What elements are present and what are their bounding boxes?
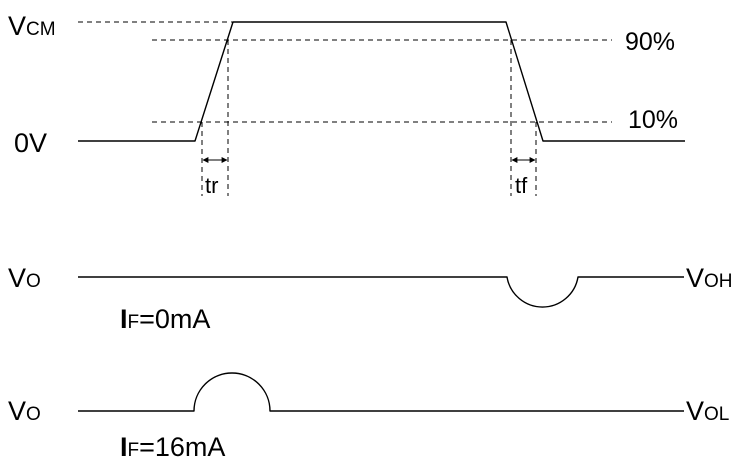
voh-main: V bbox=[686, 263, 704, 293]
output-if-16-group: VO VOL IF=16mA bbox=[8, 372, 729, 461]
ten-percent-label: 10% bbox=[628, 106, 678, 134]
vo-bottom-sub: O bbox=[26, 404, 41, 425]
if-0-sub: F bbox=[128, 312, 140, 333]
voh-label: VOH bbox=[686, 263, 733, 293]
vol-label: VOL bbox=[686, 396, 729, 426]
output-waveform-if-16 bbox=[78, 372, 684, 412]
vo-top-sub: O bbox=[26, 271, 41, 292]
fall-time-label: tf bbox=[515, 173, 528, 198]
if-16-label: IF=16mA bbox=[120, 432, 225, 461]
vo-label-top: VO bbox=[8, 263, 41, 293]
vo-bottom-main: V bbox=[8, 396, 26, 426]
vo-label-bottom: VO bbox=[8, 396, 41, 426]
vo-top-main: V bbox=[8, 263, 26, 293]
if-16-sub: F bbox=[128, 440, 140, 461]
input-pulse-group: VCM 0V 90% 10% tr tf bbox=[8, 11, 685, 198]
vol-main: V bbox=[686, 396, 704, 426]
vcm-label-main: V bbox=[8, 11, 26, 41]
voh-sub: OH bbox=[704, 271, 733, 292]
zero-volt-label: 0V bbox=[14, 128, 47, 158]
vcm-label: VCM bbox=[8, 11, 56, 41]
if-16-main: I bbox=[120, 432, 128, 461]
if-0-value: =0mA bbox=[139, 304, 210, 334]
if-0-main: I bbox=[120, 304, 128, 334]
ninety-percent-label: 90% bbox=[625, 28, 675, 56]
vcm-label-sub: CM bbox=[26, 19, 56, 40]
vol-sub: OL bbox=[704, 404, 729, 425]
if-16-value: =16mA bbox=[139, 432, 225, 461]
rise-time-label: tr bbox=[205, 173, 218, 198]
output-if-0-group: VO VOH IF=0mA bbox=[8, 263, 733, 334]
if-0-label: IF=0mA bbox=[120, 304, 210, 334]
output-waveform-if-0 bbox=[78, 276, 684, 308]
input-pulse-waveform bbox=[78, 21, 685, 142]
